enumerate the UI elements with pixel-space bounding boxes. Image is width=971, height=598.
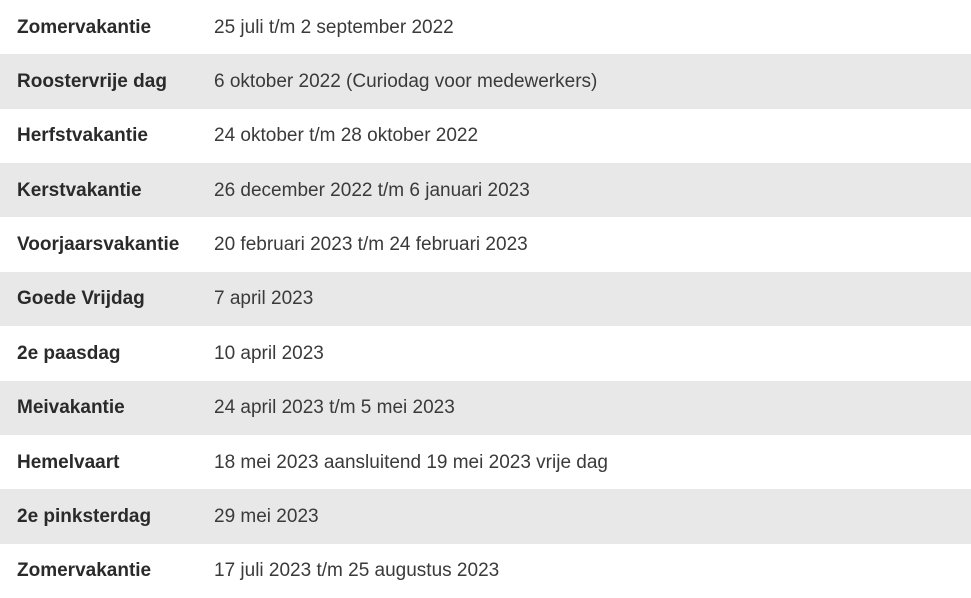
holiday-name: Roostervrije dag	[17, 71, 167, 93]
holiday-name: Kerstvakantie	[17, 179, 142, 201]
table-row: Zomervakantie 25 juli t/m 2 september 20…	[0, 0, 971, 55]
table-row: Hemelvaart 18 mei 2023 aansluitend 19 me…	[0, 434, 971, 490]
table-row: Roostervrije dag 6 oktober 2022 (Curioda…	[0, 54, 971, 109]
holiday-name: Hemelvaart	[17, 451, 120, 473]
table-row: Herfstvakantie 24 oktober t/m 28 oktober…	[0, 108, 971, 164]
holiday-name: 2e pinksterdag	[17, 505, 152, 527]
holiday-name: Goede Vrijdag	[17, 288, 145, 310]
holiday-dates: 26 december 2022 t/m 6 januari 2023	[214, 179, 530, 201]
holiday-name: Herfstvakantie	[17, 125, 148, 147]
table-row: 2e paasdag 10 april 2023	[0, 326, 971, 381]
table-row: Kerstvakantie 26 december 2022 t/m 6 jan…	[0, 163, 971, 218]
table-row: Meivakantie 24 april 2023 t/m 5 mei 2023	[0, 380, 971, 435]
table-row: Voorjaarsvakantie 20 februari 2023 t/m 2…	[0, 217, 971, 272]
holiday-dates: 6 oktober 2022 (Curiodag voor medewerker…	[214, 71, 598, 93]
table-row: Zomervakantie 17 juli 2023 t/m 25 august…	[0, 543, 971, 598]
holiday-dates: 7 april 2023	[214, 288, 314, 310]
holiday-dates: 10 april 2023	[214, 342, 324, 364]
holiday-dates: 24 oktober t/m 28 oktober 2022	[214, 125, 479, 147]
holiday-name: Zomervakantie	[17, 560, 152, 582]
holiday-name: Zomervakantie	[17, 16, 152, 38]
table-row: 2e pinksterdag 29 mei 2023	[0, 489, 971, 544]
holiday-name: Voorjaarsvakantie	[17, 234, 180, 256]
holiday-dates: 18 mei 2023 aansluitend 19 mei 2023 vrij…	[214, 451, 608, 473]
holiday-dates: 20 februari 2023 t/m 24 februari 2023	[214, 234, 528, 256]
holiday-dates: 29 mei 2023	[214, 505, 319, 527]
holiday-name: 2e paasdag	[17, 342, 121, 364]
holiday-dates: 25 juli t/m 2 september 2022	[214, 16, 454, 38]
table-row: Goede Vrijdag 7 april 2023	[0, 271, 971, 327]
holiday-dates: 17 juli 2023 t/m 25 augustus 2023	[214, 560, 500, 582]
holiday-name: Meivakantie	[17, 397, 125, 419]
holiday-dates: 24 april 2023 t/m 5 mei 2023	[214, 397, 455, 419]
